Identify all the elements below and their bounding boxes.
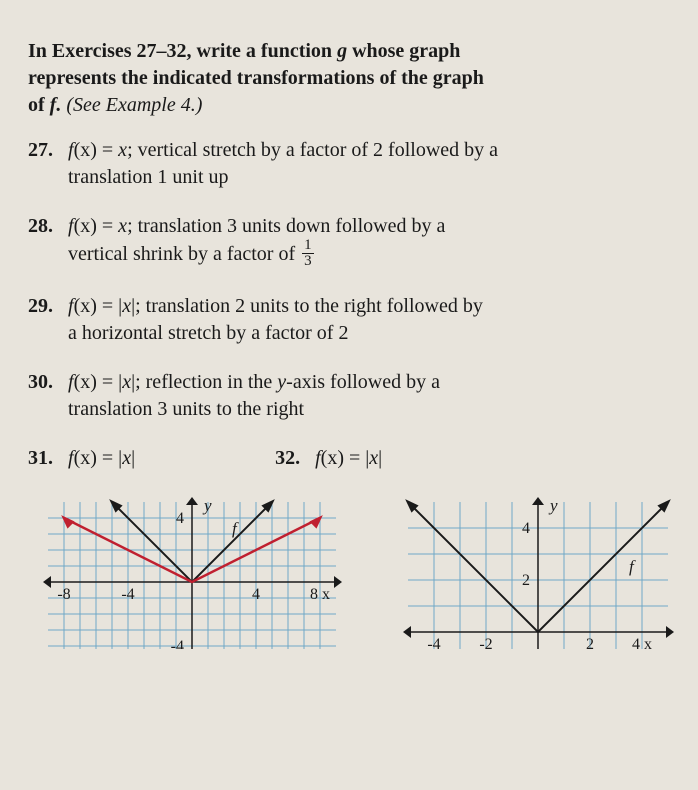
g-var: g [337, 40, 347, 62]
problem-text: f(x) = x; translation 3 units down follo… [68, 213, 670, 271]
problem-29: 29. f(x) = |x|; translation 2 units to t… [28, 293, 670, 347]
svg-text:f: f [629, 557, 636, 576]
svg-text:-2: -2 [479, 636, 492, 649]
svg-text:2: 2 [522, 572, 530, 589]
problem-27: 27. f(x) = x; vertical stretch by a fact… [28, 137, 670, 191]
problem-number: 27. [28, 137, 68, 191]
svg-text:4 x: 4 x [632, 636, 652, 649]
example-ref: (See Example 4.) [61, 94, 202, 116]
problem-number: 31. [28, 445, 68, 472]
svg-text:-4: -4 [171, 638, 184, 649]
problem-text: f(x) = x; vertical stretch by a factor o… [68, 137, 670, 191]
svg-text:2: 2 [586, 636, 594, 649]
problem-text: f(x) = |x| [315, 445, 382, 472]
problem-number: 29. [28, 293, 68, 347]
svg-text:g: g [634, 648, 643, 649]
problem-text: f(x) = |x|; translation 2 units to the r… [68, 293, 670, 347]
svg-text:-4: -4 [121, 586, 134, 603]
instr-text: In Exercises 27–32, write a function [28, 40, 337, 62]
svg-text:8 x: 8 x [310, 586, 330, 603]
graph-31: -8-448 x4-4yf [43, 497, 343, 649]
problem-32: 32. f(x) = |x| [275, 445, 382, 472]
svg-text:y: y [548, 497, 558, 515]
svg-text:-8: -8 [57, 586, 70, 603]
problem-number: 28. [28, 213, 68, 271]
problem-28: 28. f(x) = x; translation 3 units down f… [28, 213, 670, 271]
problem-text: f(x) = |x|; reflection in the y-axis fol… [68, 369, 670, 423]
instructions: In Exercises 27–32, write a function g w… [28, 38, 670, 119]
graph-32: -4 -2 2 4 x 4 2 y f g [403, 497, 683, 649]
problem-31: 31. f(x) = |x| [28, 445, 135, 472]
instr-text: of [28, 94, 50, 116]
fraction: 13 [302, 238, 314, 269]
problem-text: f(x) = |x| [68, 445, 135, 472]
problem-number: 30. [28, 369, 68, 423]
svg-text:4: 4 [252, 586, 260, 603]
f-var: f. [50, 94, 62, 116]
svg-text:y: y [202, 497, 212, 515]
svg-text:4: 4 [522, 520, 530, 537]
problem-number: 32. [275, 445, 315, 472]
svg-text:-4: -4 [427, 636, 440, 649]
instr-text: represents the indicated transformations… [28, 67, 484, 89]
instr-text: whose graph [347, 40, 460, 62]
problem-30: 30. f(x) = |x|; reflection in the y-axis… [28, 369, 670, 423]
svg-text:4: 4 [176, 510, 184, 527]
